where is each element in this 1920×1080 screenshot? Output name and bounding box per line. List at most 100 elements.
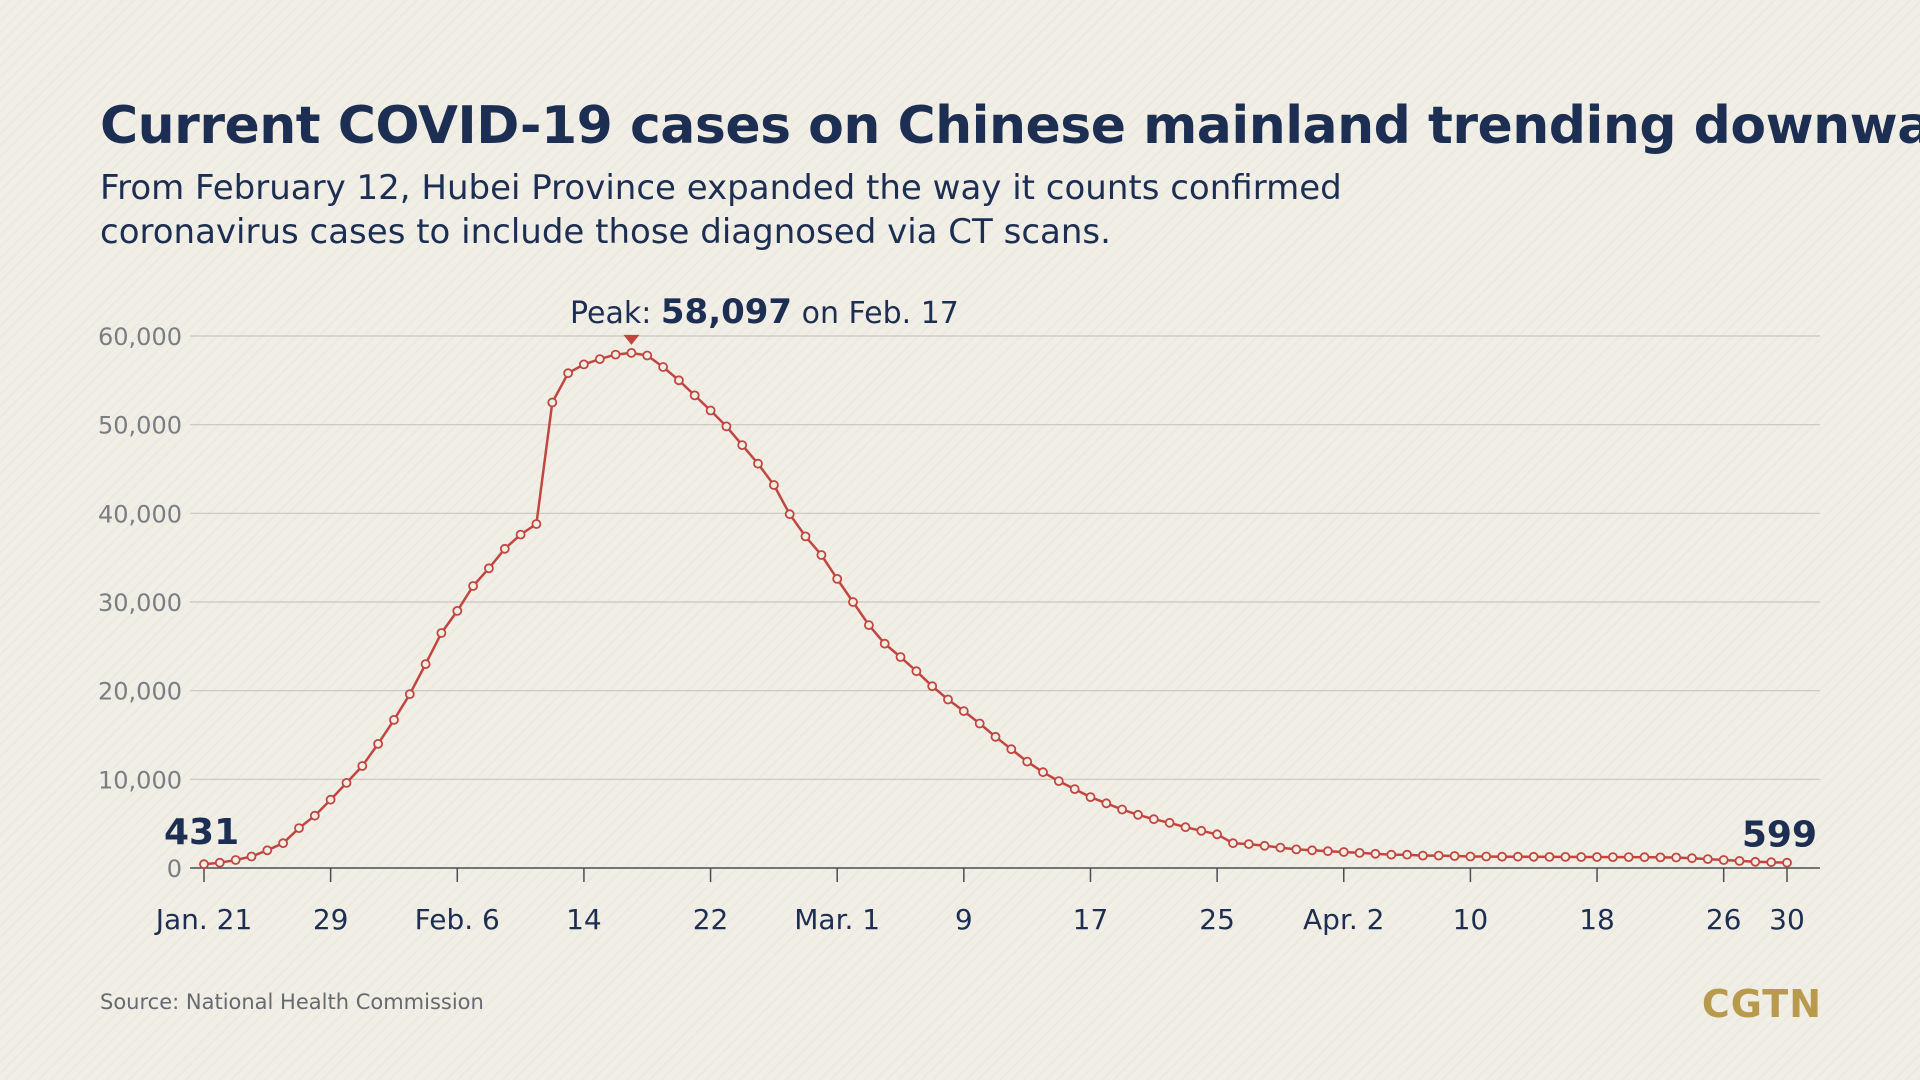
data-point [246, 851, 257, 862]
data-point [1338, 847, 1349, 857]
peak-annotation: Peak: 58,097 on Feb. 17 [570, 292, 959, 332]
data-point [1623, 852, 1634, 862]
data-point [816, 550, 827, 560]
x-tick-label: 25 [1199, 903, 1235, 936]
data-point [1259, 840, 1270, 851]
data-point [1576, 852, 1587, 862]
data-point [1164, 817, 1175, 828]
data-point [1465, 851, 1476, 862]
data-point [689, 390, 700, 401]
x-tick-label: Mar. 1 [794, 903, 880, 936]
data-point [436, 628, 447, 638]
data-point [483, 563, 494, 574]
data-point [737, 440, 748, 451]
data-point [1323, 846, 1333, 857]
data-point [563, 368, 573, 379]
data-point [1148, 814, 1159, 825]
data-point [610, 349, 621, 360]
y-tick-label: 40,000 [98, 500, 182, 528]
data-point [341, 778, 352, 788]
data-point [753, 458, 763, 469]
data-point [262, 845, 273, 856]
data-point [800, 531, 811, 542]
data-point [1592, 852, 1602, 862]
data-point [974, 718, 985, 729]
data-point [674, 375, 684, 386]
data-point [199, 859, 209, 870]
data-point [1180, 822, 1191, 833]
data-point [1307, 845, 1317, 856]
data-point [325, 794, 336, 805]
data-point [1386, 849, 1397, 860]
x-tick-label: Jan. 21 [154, 903, 253, 936]
data-point [879, 638, 890, 649]
x-tick-label: Feb. 6 [415, 903, 500, 936]
data-point [420, 659, 431, 669]
data-point [1718, 855, 1729, 865]
data-point [705, 405, 716, 416]
data-point [1608, 852, 1618, 862]
data-point [1354, 848, 1365, 858]
x-tick-label: 22 [693, 903, 729, 936]
start-value-label: 431 [164, 812, 239, 853]
x-tick-label: 17 [1073, 903, 1109, 936]
x-tick-label: 9 [955, 903, 973, 936]
x-tick-label: Apr. 2 [1303, 903, 1384, 936]
data-point [1687, 853, 1697, 864]
data-point [294, 823, 304, 833]
data-point [1053, 776, 1064, 786]
y-tick-label: 20,000 [98, 678, 182, 706]
x-tick-label: 18 [1579, 903, 1615, 936]
data-point [1275, 842, 1286, 853]
data-point [594, 354, 605, 365]
data-point [1544, 852, 1555, 862]
x-tick-label: 14 [566, 903, 602, 936]
data-point [404, 689, 415, 700]
source-note: Source: National Health Commission [100, 990, 484, 1014]
data-point [1513, 851, 1523, 862]
data-point [1038, 767, 1048, 778]
data-point [958, 706, 969, 716]
data-point [1560, 852, 1571, 862]
x-tick-label: 10 [1453, 903, 1489, 936]
data-point [1101, 798, 1112, 809]
annotations: 431 599 Peak: 58,097 on Feb. 17 [164, 292, 1817, 856]
data-point [1117, 804, 1127, 815]
data-point [1449, 851, 1460, 861]
data-point [1228, 838, 1238, 849]
data-point [784, 509, 795, 520]
end-value-label: 599 [1742, 815, 1817, 856]
data-point [1370, 848, 1381, 859]
data-point [531, 519, 542, 529]
data-point [1766, 857, 1777, 868]
data-point [1497, 851, 1507, 862]
data-point [1734, 856, 1745, 866]
data-point [499, 543, 510, 554]
data-point [452, 606, 463, 616]
data-point [721, 421, 732, 432]
data-point [373, 739, 384, 749]
peak-suffix: on Feb. 17 [792, 296, 959, 331]
data-point [1022, 756, 1033, 767]
chart-subtitle: From February 12, Hubei Province expande… [100, 168, 1342, 252]
y-tick-label: 0 [167, 855, 182, 883]
data-point [1702, 854, 1713, 864]
data-point [547, 397, 558, 408]
x-tick-label: 29 [313, 903, 349, 936]
data-point [309, 810, 320, 821]
x-axis-ticks: Jan. 21 29 Feb. 6 14 22 Mar. 1 9 17 25 Apr. 2 10 18… [154, 868, 1805, 936]
data-point [1782, 857, 1792, 868]
data-point [1291, 844, 1302, 855]
series-line [203, 351, 1788, 866]
data-point [278, 838, 289, 849]
cgtn-logo: CGTN [1701, 982, 1822, 1026]
x-tick-label: 30 [1769, 903, 1805, 936]
data-point [1402, 849, 1412, 860]
data-point [1418, 850, 1428, 861]
peak-marker-icon [623, 334, 640, 345]
data-point [468, 581, 479, 591]
data-point [214, 857, 225, 868]
data-point [1750, 856, 1761, 867]
data-point [357, 761, 368, 771]
data-point [1528, 851, 1539, 862]
